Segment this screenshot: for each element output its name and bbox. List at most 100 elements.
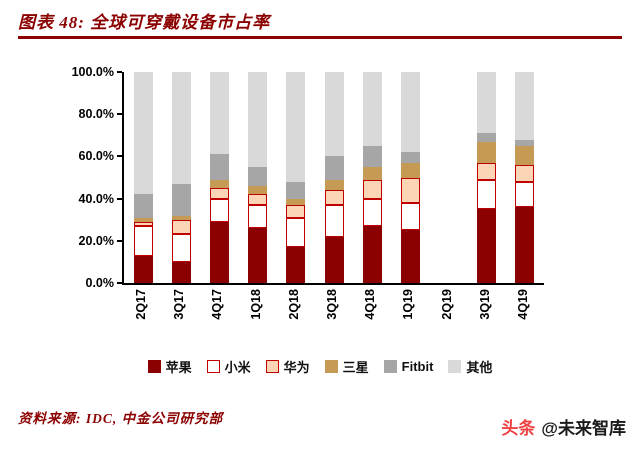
toutiao-logo: 头条 — [501, 419, 536, 438]
bar-2Q17 — [124, 72, 162, 283]
segment-xiaomi — [400, 202, 420, 231]
watermark: 头条 @未来智库 — [501, 414, 626, 439]
x-label-4Q18: 4Q18 — [351, 289, 389, 335]
legend-label-other: 其他 — [466, 360, 493, 375]
stacked-bar — [400, 72, 420, 283]
segment-fitbit — [324, 156, 344, 180]
y-tick-mark — [117, 282, 122, 284]
y-tick-mark — [117, 155, 122, 158]
x-label-4Q19: 4Q19 — [504, 289, 542, 335]
segment-xiaomi — [171, 234, 191, 262]
segment-other — [171, 72, 191, 184]
x-label-2Q19: 2Q19 — [428, 289, 466, 335]
y-tick: 0.0% — [85, 276, 122, 290]
bar-4Q18 — [353, 72, 391, 283]
legend-label-apple: 苹果 — [165, 360, 192, 375]
stacked-bar — [515, 72, 535, 283]
segment-huawei — [133, 221, 153, 227]
segment-other — [324, 72, 344, 157]
y-tick-label: 80.0% — [78, 107, 114, 122]
segment-xiaomi — [209, 198, 229, 222]
segment-huawei — [400, 177, 420, 203]
x-label-1Q19: 1Q19 — [389, 289, 427, 335]
segment-samsung — [324, 179, 344, 191]
x-label-text: 2Q17 — [134, 289, 149, 320]
y-tick-mark — [117, 113, 122, 116]
segment-samsung — [477, 141, 497, 163]
bars — [124, 72, 544, 283]
segment-xiaomi — [133, 226, 153, 256]
segment-samsung — [133, 217, 153, 222]
chart-title: 图表 48: 全球可穿戴设备市占率 — [18, 13, 271, 32]
y-tick: 40.0% — [79, 192, 122, 206]
bar-3Q19 — [468, 72, 506, 283]
x-label-text: 4Q19 — [515, 289, 530, 320]
segment-xiaomi — [362, 198, 382, 227]
stacked-bar — [248, 72, 268, 283]
x-label-3Q17: 3Q17 — [160, 289, 198, 335]
segment-other — [133, 72, 153, 195]
segment-huawei — [515, 164, 535, 182]
segment-huawei — [286, 204, 306, 218]
segment-fitbit — [286, 181, 306, 199]
legend-swatch-other — [448, 360, 462, 373]
y-tick-mark — [117, 71, 122, 73]
stacked-bar — [324, 72, 344, 283]
legend-swatch-xiaomi — [206, 360, 220, 373]
segment-fitbit — [171, 183, 191, 216]
y-tick-label: 0.0% — [85, 276, 115, 290]
y-tick: 100.0% — [72, 65, 122, 79]
segment-xiaomi — [286, 217, 306, 248]
segment-apple — [400, 230, 420, 283]
x-label-text: 1Q19 — [401, 289, 416, 320]
y-axis: 100.0% 80.0% 60.0% 40.0% 20.0% 0.0% — [38, 65, 122, 290]
y-tick-label: 40.0% — [78, 191, 114, 206]
x-label-2Q18: 2Q18 — [275, 289, 313, 335]
segment-xiaomi — [515, 181, 535, 208]
stacked-bar — [439, 72, 458, 283]
x-label-text: 4Q18 — [363, 289, 378, 320]
segment-fitbit — [515, 139, 535, 146]
segment-huawei — [324, 190, 344, 205]
y-tick: 20.0% — [79, 234, 122, 248]
segment-fitbit — [248, 166, 268, 186]
x-label-text: 2Q18 — [286, 289, 301, 320]
x-label-text: 3Q17 — [172, 289, 187, 320]
legend-item-other: 其他 — [448, 357, 492, 376]
segment-apple — [324, 236, 344, 283]
bar-1Q18 — [239, 72, 277, 283]
segment-apple — [209, 221, 229, 283]
stacked-bar — [286, 72, 306, 283]
segment-samsung — [362, 166, 382, 180]
x-label-text: 2Q19 — [439, 289, 454, 320]
stacked-bar — [171, 72, 191, 283]
segment-fitbit — [133, 194, 153, 218]
segment-apple — [286, 247, 306, 283]
legend-swatch-fitbit — [383, 360, 397, 373]
legend-swatch-samsung — [324, 360, 338, 373]
y-tick-label: 20.0% — [78, 233, 114, 248]
legend-label-samsung: 三星 — [342, 360, 369, 375]
source-note: 资料来源: IDC, 中金公司研究部 — [18, 411, 224, 426]
y-tick-label: 100.0% — [71, 65, 114, 79]
segment-huawei — [248, 194, 268, 205]
bar-2Q18 — [277, 72, 315, 283]
stacked-bar — [133, 72, 153, 283]
segment-samsung — [515, 145, 535, 165]
segment-other — [362, 72, 382, 146]
x-label-4Q17: 4Q17 — [198, 289, 236, 335]
stacked-bar — [477, 72, 497, 283]
legend: 苹果 小米 华为 三星 Fitbit 其他 — [0, 357, 640, 376]
watermark-handle: @未来智库 — [541, 419, 626, 438]
segment-samsung — [248, 185, 268, 195]
segment-samsung — [400, 162, 420, 178]
segment-huawei — [477, 162, 497, 180]
segment-xiaomi — [477, 179, 497, 210]
segment-apple — [477, 209, 497, 283]
legend-label-fitbit: Fitbit — [401, 359, 434, 374]
segment-apple — [362, 226, 382, 283]
bar-1Q19 — [391, 72, 429, 283]
segment-other — [515, 72, 535, 140]
bar-2Q19 — [430, 72, 468, 283]
segment-other — [286, 72, 306, 182]
